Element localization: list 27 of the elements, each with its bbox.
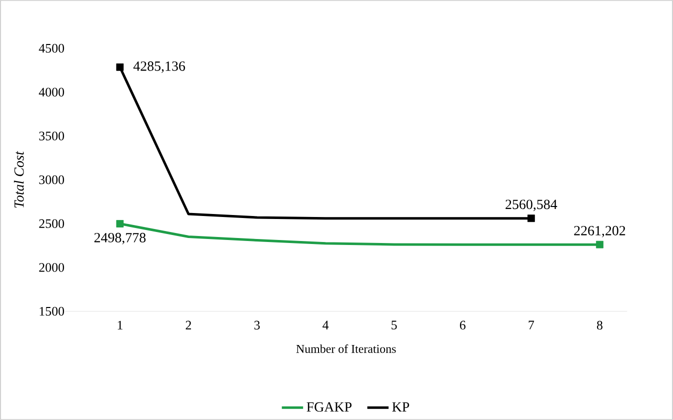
x-tick-label: 7: [528, 320, 534, 330]
x-tick-label: 1: [118, 320, 122, 330]
y-tick-label: 2000: [39, 263, 64, 272]
point: [116, 220, 124, 228]
x-tick-label: 5: [392, 320, 397, 330]
y-axis-title: Total Cost: [14, 151, 24, 208]
x-tick-label: 3: [254, 320, 260, 330]
legend-label: FGAKP: [306, 402, 352, 412]
point: [596, 240, 604, 248]
x-tick-label: 6: [460, 320, 466, 330]
y-tick-label: 1500: [40, 306, 64, 316]
y-tick-label: 4500: [38, 44, 64, 53]
x-tick-label: 8: [596, 320, 602, 330]
y-tick-label: 3500: [39, 132, 64, 140]
point: [527, 214, 535, 222]
legend-label: KP: [392, 402, 410, 412]
y-tick-label: 4000: [38, 88, 64, 96]
point: [116, 63, 124, 71]
x-axis-title: Number of Iterations: [296, 344, 396, 353]
x-tick-label: 2: [186, 320, 192, 330]
y-tick-label: 2500: [39, 219, 64, 228]
data-label: 2498,778: [94, 232, 146, 244]
data-label: 2560,584: [506, 200, 558, 212]
y-tick-label: 3000: [39, 175, 64, 184]
x-tick-label: 4: [322, 320, 329, 330]
data-label: 4285,136: [133, 61, 186, 73]
data-label: 2261,202: [574, 226, 626, 238]
